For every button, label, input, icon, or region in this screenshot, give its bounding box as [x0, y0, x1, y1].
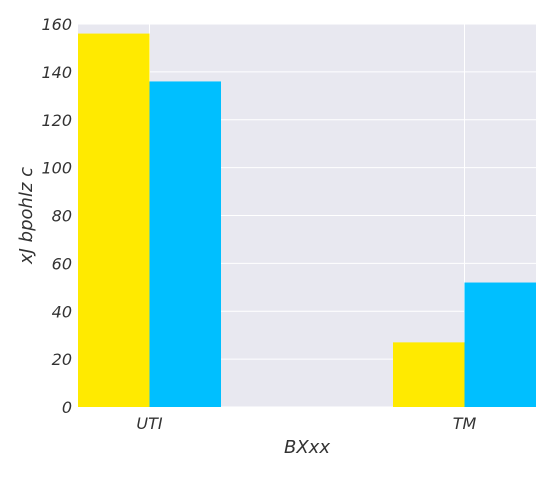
y-tick-label: 60	[52, 254, 72, 273]
x-tick-label: UTI	[136, 414, 162, 433]
y-tick-label: 80	[52, 207, 72, 226]
y-tick-label: 140	[41, 63, 72, 82]
x-axis-ticks: UTI TM	[136, 414, 476, 433]
bars	[78, 33, 536, 407]
bar-uti-series-2	[149, 81, 221, 407]
y-axis-label: xJ bpohlz c	[16, 167, 37, 265]
x-tick-label: TM	[453, 414, 477, 433]
x-axis-label: BXxx	[284, 437, 330, 458]
bar-uti-series-1	[78, 33, 150, 407]
y-tick-label: 160	[41, 15, 72, 34]
y-tick-label: 100	[41, 159, 72, 178]
y-tick-label: 40	[52, 302, 72, 321]
bar-tm-series-2	[464, 282, 536, 407]
bar-tm-series-1	[393, 342, 465, 407]
y-tick-label: 0	[62, 398, 72, 417]
y-tick-label: 20	[52, 350, 72, 369]
y-tick-label: 120	[41, 111, 72, 130]
y-axis-ticks: 0 20 40 60 80 100 120 140 160	[41, 15, 72, 417]
